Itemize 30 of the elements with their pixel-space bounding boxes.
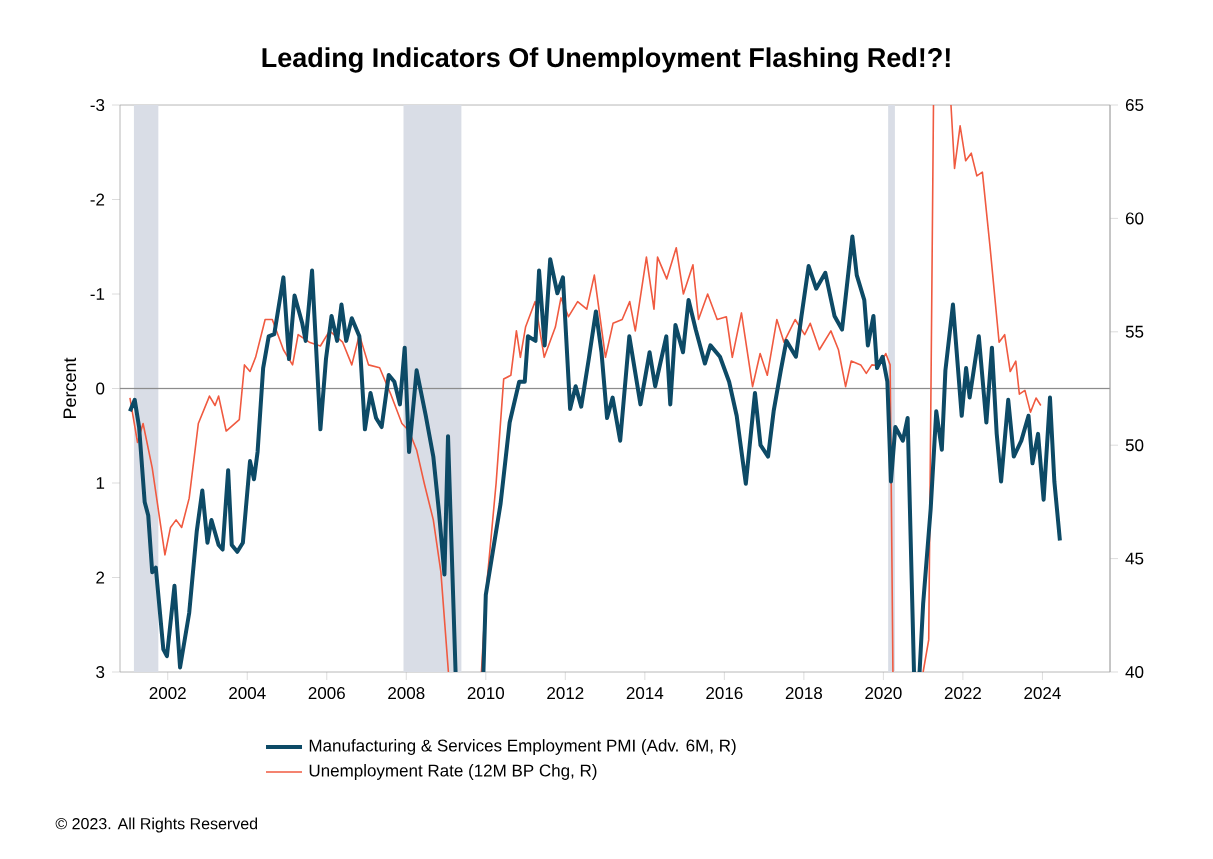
x-tick-label: 2022 [944, 687, 981, 700]
y-tick-label: 0 [96, 382, 105, 395]
y-tick-label: -2 [90, 193, 105, 206]
y-tick-label: -3 [90, 99, 105, 112]
legend-label: Unemployment Rate (12M BP Chg, R) [309, 764, 597, 780]
x-tick-label: 2020 [865, 687, 902, 700]
y2-tick-label: 40 [1125, 665, 1144, 679]
y-tick-label: 1 [96, 477, 105, 489]
legend-label: Manufacturing & Services Employment PMI (Adv. 6M, R) [309, 739, 736, 755]
y2-tick-label: 55 [1125, 325, 1144, 338]
x-tick-label: 2024 [1024, 687, 1061, 700]
y-axis-title: Percent [63, 357, 77, 419]
x-tick-label: 2016 [706, 687, 743, 700]
x-tick-label: 2014 [626, 687, 664, 700]
y-tick-label: 2 [96, 571, 105, 584]
y2-tick-label: 65 [1125, 99, 1144, 112]
x-tick-label: 2010 [467, 687, 505, 700]
text: © 2023. All Rights Reserved [55, 817, 258, 833]
x-tick-label: 2002 [149, 687, 186, 700]
y-tick-label: 3 [96, 666, 105, 679]
x-tick-label: 2018 [785, 687, 823, 700]
chart-title: Leading Indicators Of Unemployment Flashing Red!?! [262, 47, 950, 73]
x-tick-label: 2004 [229, 687, 266, 700]
y-tick-label: -1 [90, 288, 105, 300]
x-tick-label: 2008 [388, 687, 425, 700]
x-tick-label: 2012 [547, 687, 584, 700]
y2-tick-label: 60 [1125, 212, 1144, 225]
y2-tick-label: 50 [1125, 439, 1144, 452]
x-tick-label: 2006 [308, 687, 345, 700]
y2-tick-label: 45 [1125, 552, 1144, 565]
